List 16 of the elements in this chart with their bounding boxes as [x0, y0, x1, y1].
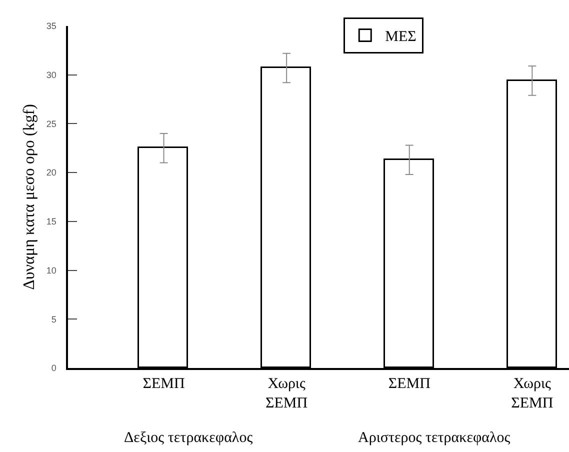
x-tick-label: Χωρις ΣΕΜΠ — [266, 376, 308, 412]
x-tick-label: ΣΕΜΠ — [142, 376, 185, 392]
y-tick-label: 20 — [46, 168, 56, 178]
text: Αριστερος τετρακεφαλος — [358, 430, 510, 446]
y-tick-label: 35 — [46, 21, 56, 32]
y-tick-label: 30 — [46, 70, 56, 80]
y-tick-label: 5 — [51, 314, 56, 324]
y-tick-label: 10 — [46, 265, 56, 276]
x-tick-label: Χωρις ΣΕΜΠ — [511, 376, 554, 412]
legend-label: ΜΕΣ — [385, 29, 416, 46]
y-axis-title: Δυναμη κατα μεσο ορο (kgf) — [20, 104, 38, 290]
y-tick-label: 0 — [51, 363, 56, 374]
text: Δεξιος τετρακεφαλος — [124, 430, 253, 446]
y-tick-label: 15 — [46, 216, 56, 227]
y-tick-label: 25 — [46, 118, 56, 129]
x-tick-label: ΣΕΜΠ — [388, 376, 431, 392]
